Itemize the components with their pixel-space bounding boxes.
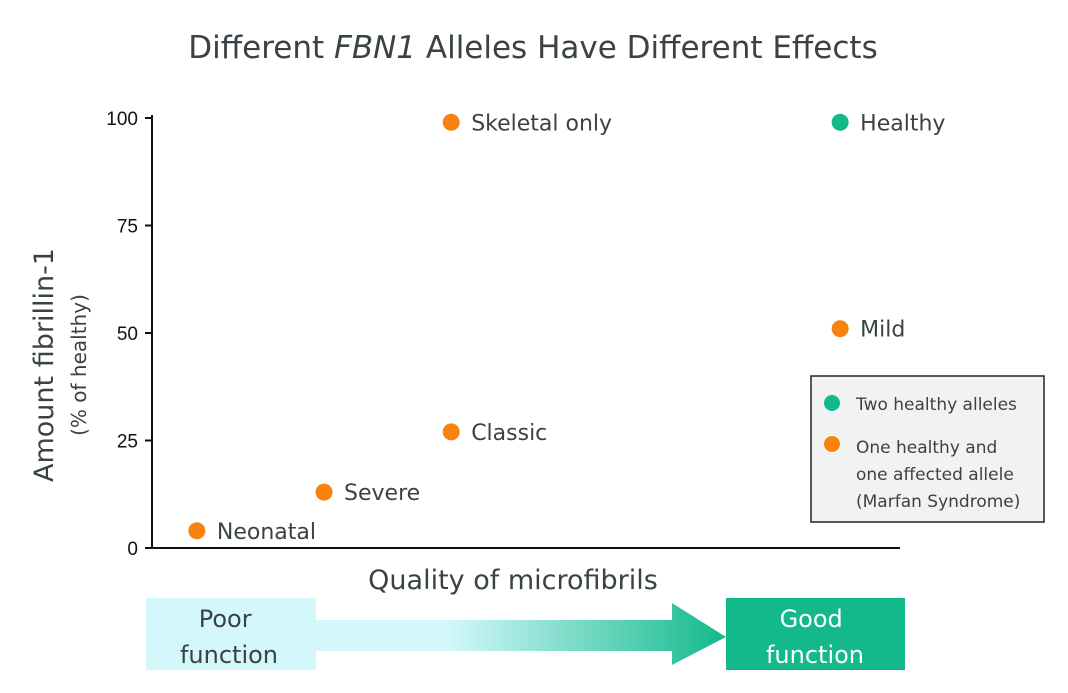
- point-healthy: [831, 113, 849, 131]
- legend: Two healthy alleles One healthy and one …: [810, 375, 1045, 523]
- y-axis-subtitle: (% of healthy): [67, 294, 91, 436]
- legend-label-healthy: Two healthy alleles: [855, 395, 1017, 415]
- point-label-skeletal-only: Skeletal only: [471, 111, 612, 136]
- point-classic: [442, 423, 460, 441]
- scatter-points: Healthy Skeletal only Mild Classic Severe Neo…: [188, 111, 945, 545]
- point-label-healthy: Healthy: [860, 111, 945, 136]
- point-neonatal: [188, 522, 206, 540]
- y-tick-label-0: 0: [127, 539, 138, 560]
- legend-box: [810, 375, 1045, 523]
- x-axis-title: Quality of microfibrils: [368, 565, 658, 596]
- y-axis-title: Amount fibrillin-1: [29, 248, 60, 482]
- function-scale: Poor function Good function: [146, 598, 905, 670]
- point-label-classic: Classic: [471, 421, 547, 446]
- y-tick-label-50: 50: [117, 324, 138, 345]
- poor-function-box: [146, 598, 316, 670]
- function-arrow: [300, 603, 726, 665]
- y-tick-label-100: 100: [106, 109, 138, 130]
- poor-function-label: Poor function: [180, 605, 278, 669]
- point-label-mild: Mild: [860, 318, 905, 343]
- y-tick-label-75: 75: [117, 217, 138, 238]
- point-label-neonatal: Neonatal: [217, 520, 316, 545]
- legend-marker-healthy: [824, 395, 840, 411]
- good-function-box: [726, 598, 905, 670]
- point-severe: [315, 483, 333, 501]
- point-mild: [831, 320, 849, 338]
- legend-marker-affected: [824, 436, 840, 452]
- axes: 0 25 50 75 100: [106, 109, 900, 560]
- good-function-label: Good function: [766, 605, 864, 669]
- point-skeletal-only: [442, 113, 460, 131]
- point-label-severe: Severe: [344, 481, 420, 506]
- y-ticks: 0 25 50 75 100: [106, 109, 152, 560]
- y-tick-label-25: 25: [117, 432, 138, 453]
- chart-title: Different FBN1 Alleles Have Different Ef…: [188, 30, 877, 66]
- legend-label-affected: One healthy and one affected allele (Mar…: [856, 438, 1020, 512]
